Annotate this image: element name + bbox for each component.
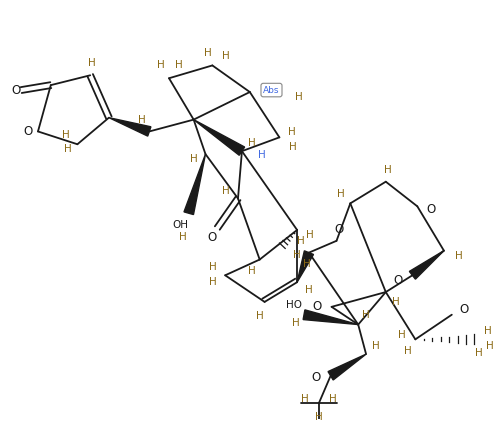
Polygon shape <box>303 310 358 324</box>
Polygon shape <box>328 354 366 380</box>
Text: O: O <box>11 84 21 97</box>
Polygon shape <box>109 117 151 136</box>
Text: H: H <box>222 50 230 61</box>
Text: H: H <box>398 330 406 340</box>
Text: H: H <box>175 61 183 70</box>
Text: H: H <box>88 59 96 68</box>
Text: H: H <box>485 326 492 337</box>
Text: H: H <box>292 318 300 328</box>
Polygon shape <box>410 251 444 279</box>
Text: O: O <box>335 223 344 237</box>
Text: H: H <box>384 165 392 175</box>
Text: H: H <box>289 142 297 152</box>
Text: H: H <box>258 150 265 160</box>
Text: H: H <box>157 61 165 70</box>
Text: O: O <box>208 232 217 244</box>
Text: O: O <box>459 303 468 316</box>
Text: HO: HO <box>286 300 302 310</box>
Text: H: H <box>404 346 412 356</box>
Text: H: H <box>138 114 145 125</box>
Text: H: H <box>62 131 70 140</box>
Text: H: H <box>248 266 255 276</box>
Text: H: H <box>392 297 400 307</box>
Text: H: H <box>301 394 309 404</box>
Text: H: H <box>210 262 217 272</box>
Text: O: O <box>23 125 33 138</box>
Text: H: H <box>256 311 263 321</box>
Text: O: O <box>311 371 321 384</box>
Text: H: H <box>475 348 482 358</box>
Polygon shape <box>194 120 245 155</box>
Text: O: O <box>426 203 436 216</box>
Text: O: O <box>312 300 322 313</box>
Text: H: H <box>210 277 217 287</box>
Text: H: H <box>329 394 336 404</box>
Text: H: H <box>305 285 313 295</box>
Text: H: H <box>179 232 187 242</box>
Text: H: H <box>315 412 323 422</box>
Text: H: H <box>288 128 296 137</box>
Text: H: H <box>306 230 314 240</box>
Text: H: H <box>222 186 230 195</box>
Text: H: H <box>297 236 305 246</box>
Text: H: H <box>295 92 303 102</box>
Text: OH: OH <box>173 220 189 230</box>
Text: H: H <box>362 310 370 320</box>
Text: H: H <box>455 251 463 261</box>
Text: H: H <box>248 138 255 148</box>
Polygon shape <box>184 154 205 215</box>
Text: O: O <box>393 274 402 287</box>
Text: H: H <box>64 144 72 154</box>
Text: H: H <box>190 154 197 164</box>
Text: Abs: Abs <box>263 86 280 95</box>
Text: H: H <box>204 47 211 58</box>
Text: H: H <box>336 189 344 198</box>
Polygon shape <box>297 251 314 282</box>
Text: H: H <box>303 259 311 270</box>
Text: H: H <box>487 341 494 351</box>
Text: H: H <box>372 341 380 351</box>
Text: H: H <box>293 250 301 259</box>
